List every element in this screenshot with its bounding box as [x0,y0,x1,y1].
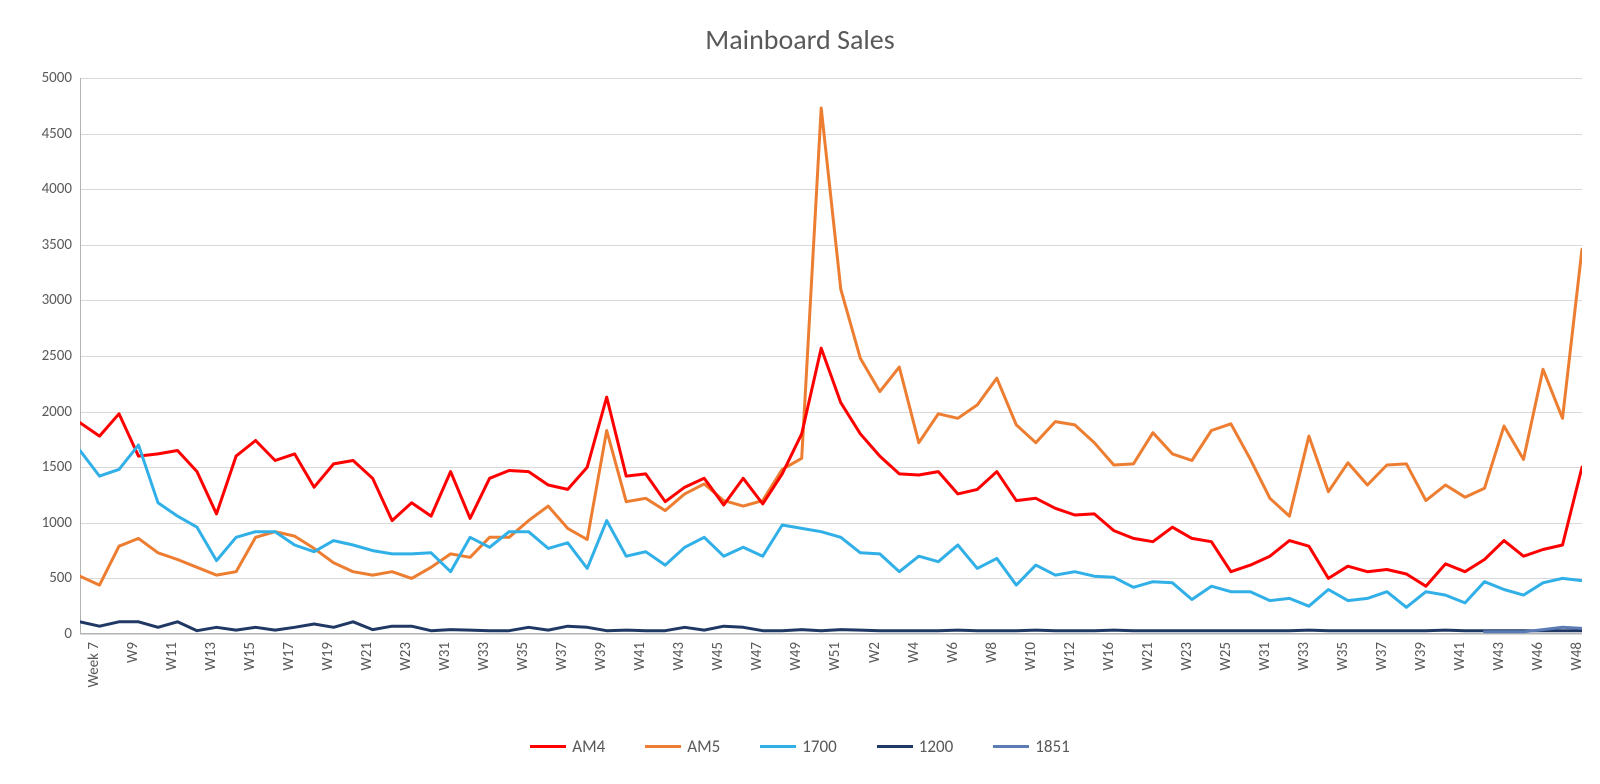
x-tick-label: W37 [553,642,571,671]
legend-label: AM4 [572,736,605,757]
x-tick-label: W4 [905,642,923,663]
x-tick-label: W41 [1451,642,1469,671]
series-AM5 [80,108,1582,585]
x-tick-label: W31 [436,642,454,671]
legend-label: 1200 [919,736,953,757]
x-tick-label: W23 [397,642,415,671]
legend-label: 1700 [802,736,836,757]
x-tick-label: W37 [1373,642,1391,671]
x-tick-label: W43 [1490,642,1508,671]
x-tick-label: Week 7 [85,642,103,688]
x-tick-label: W45 [709,642,727,671]
y-tick-label: 1500 [0,458,72,476]
y-tick-label: 5000 [0,69,72,87]
y-tick-label: 3000 [0,291,72,309]
x-tick-label: W2 [866,642,884,663]
x-tick-label: W51 [826,642,844,671]
x-tick-label: W8 [983,642,1001,663]
x-tick-label: W46 [1529,642,1547,671]
legend-swatch [877,745,913,748]
x-tick-label: W43 [670,642,688,671]
x-tick-label: W10 [1022,642,1040,671]
x-tick-label: W41 [631,642,649,671]
y-tick-label: 2500 [0,347,72,365]
x-tick-label: W47 [748,642,766,671]
x-tick-label: W6 [944,642,962,663]
x-tick-label: W15 [241,642,259,671]
x-tick-label: W13 [202,642,220,671]
x-tick-label: W23 [1178,642,1196,671]
x-tick-label: W35 [514,642,532,671]
x-tick-label: W25 [1217,642,1235,671]
y-axis-tick-labels: 0500100015002000250030003500400045005000 [0,78,72,634]
legend-swatch [530,745,566,748]
x-tick-label: W16 [1100,642,1118,671]
legend-item-AM4: AM4 [530,736,605,757]
legend-item-1851: 1851 [993,736,1069,757]
y-tick-label: 500 [0,569,72,587]
legend-label: AM5 [687,736,720,757]
x-tick-label: W39 [592,642,610,671]
legend-swatch [760,745,796,748]
x-tick-label: W33 [475,642,493,671]
series-1200 [80,622,1582,631]
y-tick-label: 0 [0,625,72,643]
x-tick-label: W9 [124,642,142,663]
x-tick-label: W39 [1412,642,1430,671]
x-tick-label: W49 [787,642,805,671]
legend: AM4 AM5 1700 1200 1851 [0,736,1600,757]
legend-swatch [993,745,1029,748]
x-tick-label: W21 [1139,642,1157,671]
series-AM4 [80,348,1582,586]
legend-item-1200: 1200 [877,736,953,757]
x-tick-label: W33 [1295,642,1313,671]
legend-swatch [645,745,681,748]
grid-line [80,634,1582,635]
y-tick-label: 4500 [0,125,72,143]
x-tick-label: W48 [1568,642,1586,671]
x-tick-label: W35 [1334,642,1352,671]
x-tick-label: W12 [1061,642,1079,671]
x-tick-label: W11 [163,642,181,671]
y-tick-label: 2000 [0,403,72,421]
plot-area [80,78,1582,634]
x-tick-label: W31 [1256,642,1274,671]
x-tick-label: W17 [280,642,298,671]
y-tick-label: 1000 [0,514,72,532]
legend-label: 1851 [1035,736,1069,757]
y-tick-label: 3500 [0,236,72,254]
x-axis-tick-labels: Week 7 W9 W11 W13 W15 W17 W19 W21 W23 W31 W33 W35 W3… [80,642,1582,722]
legend-item-AM5: AM5 [645,736,720,757]
legend-item-1700: 1700 [760,736,836,757]
series-lines [80,78,1582,634]
x-tick-label: W19 [319,642,337,671]
x-tick-label: W21 [358,642,376,671]
chart-title: Mainboard Sales [0,22,1600,57]
y-tick-label: 4000 [0,180,72,198]
